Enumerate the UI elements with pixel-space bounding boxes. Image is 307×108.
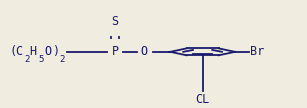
- Text: CL: CL: [196, 93, 210, 106]
- Text: Br: Br: [250, 45, 264, 58]
- Text: S: S: [111, 15, 119, 28]
- Text: 2: 2: [59, 55, 64, 64]
- Text: C: C: [16, 45, 23, 58]
- Text: ): ): [52, 45, 60, 58]
- Text: O: O: [44, 45, 51, 58]
- Text: O: O: [141, 45, 148, 58]
- Text: 2: 2: [24, 55, 29, 64]
- Text: (: (: [9, 45, 16, 58]
- Text: H: H: [30, 45, 37, 58]
- Text: P: P: [111, 45, 119, 58]
- Text: 5: 5: [38, 55, 44, 64]
